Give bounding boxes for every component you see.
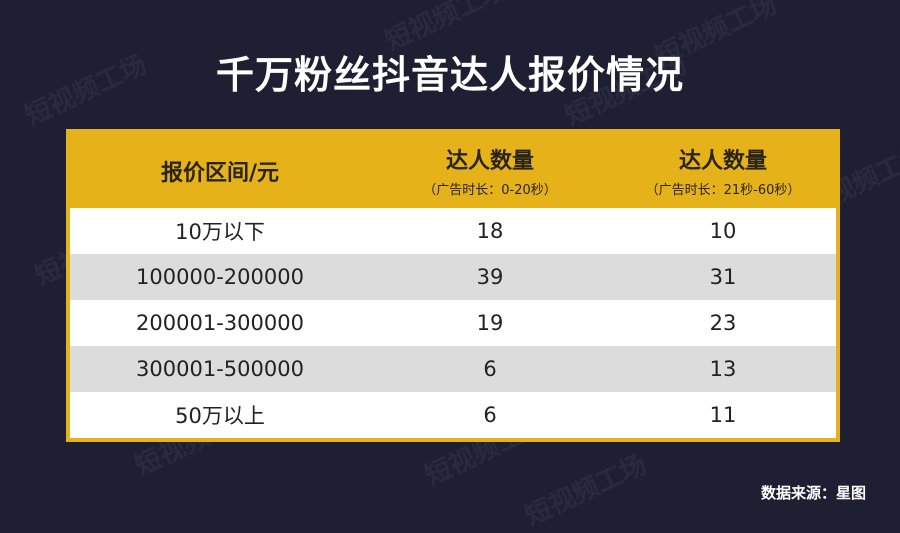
table-row: 300001-500000 6 13 [70, 346, 836, 392]
table-cell: 300001-500000 [136, 357, 304, 381]
table-cell: 10万以下 [175, 220, 265, 244]
table-row: 50万以上 6 11 [70, 392, 836, 438]
table-cell: 6 [483, 357, 497, 381]
table-cell: 50万以上 [175, 404, 265, 428]
price-table: 报价区间/元 达人数量 （广告时长：0-20秒） 达人数量 （广告时长：21秒-… [66, 129, 840, 442]
header-sublabel: （广告时长：0-20秒） [423, 183, 557, 198]
header-count-short: 达人数量 （广告时长：0-20秒） [370, 133, 610, 208]
table-cell: 10 [709, 219, 737, 243]
table-cell: 19 [476, 311, 504, 335]
table-cell: 18 [476, 219, 504, 243]
header-label: 达人数量 [678, 149, 767, 174]
table-row: 200001-300000 19 23 [70, 300, 836, 346]
table-cell: 23 [709, 311, 737, 335]
table-cell: 13 [709, 357, 737, 381]
data-source: 数据来源：星图 [760, 484, 866, 502]
table-cell: 200001-300000 [136, 311, 304, 335]
header-count-long: 达人数量 （广告时长：21秒-60秒） [610, 133, 836, 208]
table-body: 10万以下 18 10 100000-200000 39 31 200001-300000 1… [70, 208, 836, 438]
header-label: 报价区间/元 [160, 160, 280, 186]
header-price-range: 报价区间/元 [70, 133, 370, 208]
page-title: 千万粉丝抖音达人报价情况 [215, 53, 684, 97]
header-sublabel: （广告时长：21秒-60秒） [645, 183, 801, 198]
table-cell: 6 [483, 403, 497, 427]
table-cell: 100000-200000 [136, 265, 304, 289]
table-cell: 11 [709, 403, 737, 427]
table-cell: 39 [476, 265, 504, 289]
table-header: 报价区间/元 达人数量 （广告时长：0-20秒） 达人数量 （广告时长：21秒-… [70, 133, 836, 208]
table-row: 100000-200000 39 31 [70, 254, 836, 300]
table-row: 10万以下 18 10 [70, 208, 836, 254]
header-label: 达人数量 [445, 149, 534, 174]
watermark-text: 短视频工场 [520, 449, 652, 532]
table-cell: 31 [709, 265, 737, 289]
